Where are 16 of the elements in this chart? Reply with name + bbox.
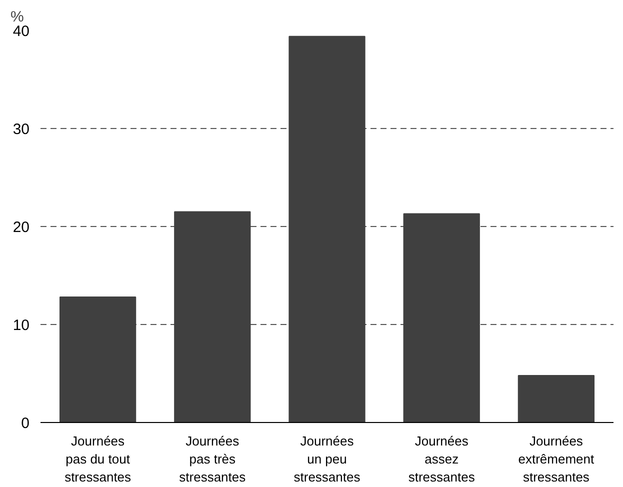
bar: [59, 296, 136, 422]
y-tick-label: 40: [12, 23, 30, 40]
x-tick-label: Journées un peu stressantes: [294, 434, 361, 484]
bar: [518, 374, 595, 422]
x-tick-label: Journées pas du tout stressantes: [64, 434, 132, 484]
y-tick-label: 10: [12, 317, 30, 334]
x-tick-label: Journées extrêmement stressantes: [518, 434, 595, 484]
y-axis-title: %: [10, 8, 24, 26]
y-tick-label: 30: [12, 121, 30, 138]
bar: [174, 211, 251, 422]
bar: [403, 213, 480, 422]
y-tick-label: 0: [21, 415, 30, 432]
x-tick-label: Journées assez stressantes: [408, 434, 476, 484]
bar: [288, 36, 366, 422]
x-tick-label: Journées pas très stressantes: [179, 434, 246, 484]
y-tick-label: 20: [12, 219, 30, 236]
